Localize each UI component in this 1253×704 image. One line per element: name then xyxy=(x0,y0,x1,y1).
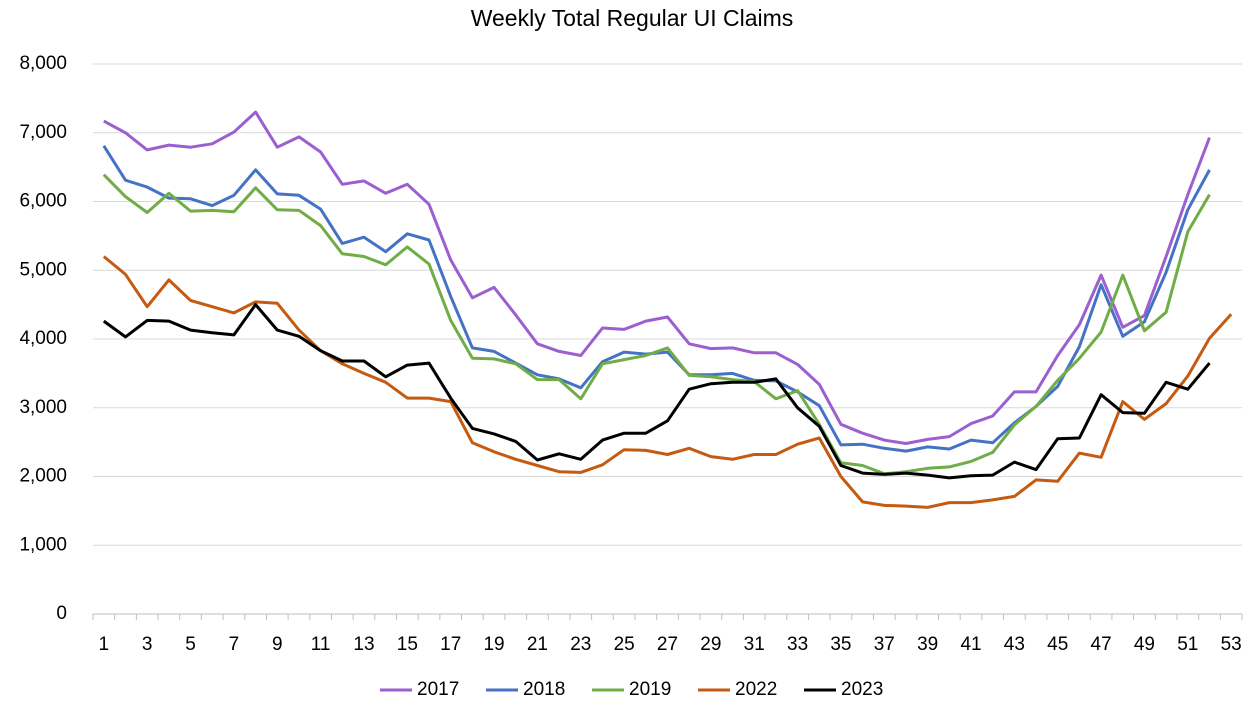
x-tick-label: 7 xyxy=(229,634,240,655)
y-tick-label: 6,000 xyxy=(19,191,67,212)
x-tick-label: 47 xyxy=(1091,634,1112,655)
x-tick-label: 1 xyxy=(99,634,110,655)
y-tick-label: 5,000 xyxy=(19,259,67,280)
x-tick-label: 43 xyxy=(1004,634,1025,655)
x-tick-label: 29 xyxy=(700,634,721,655)
chart-title: Weekly Total Regular UI Claims xyxy=(471,5,794,31)
y-tick-label: 4,000 xyxy=(19,328,67,349)
legend-label: 2017 xyxy=(417,679,459,700)
x-tick-label: 21 xyxy=(527,634,548,655)
x-tick-label: 15 xyxy=(397,634,418,655)
x-tick-label: 53 xyxy=(1221,634,1242,655)
series-line xyxy=(102,255,1233,509)
x-tick-label: 51 xyxy=(1177,634,1198,655)
x-tick-label: 25 xyxy=(614,634,635,655)
series-line xyxy=(102,303,1211,480)
x-tick-label: 19 xyxy=(483,634,504,655)
x-tick-label: 31 xyxy=(744,634,765,655)
x-tick-label: 37 xyxy=(874,634,895,655)
legend-label: 2018 xyxy=(523,679,565,700)
x-tick-label: 13 xyxy=(353,634,374,655)
y-tick-label: 3,000 xyxy=(19,397,67,418)
x-tick-label: 11 xyxy=(311,634,331,655)
x-tick-label: 3 xyxy=(142,634,153,655)
y-tick-label: 8,000 xyxy=(19,53,67,74)
legend-label: 2022 xyxy=(735,679,777,700)
y-tick-label: 7,000 xyxy=(19,122,67,143)
y-tick-label: 0 xyxy=(56,603,67,624)
x-tick-label: 33 xyxy=(787,634,808,655)
x-tick-label: 9 xyxy=(272,634,283,655)
x-tick-label: 23 xyxy=(570,634,591,655)
x-tick-label: 39 xyxy=(917,634,938,655)
series-line xyxy=(102,173,1211,476)
y-tick-label: 1,000 xyxy=(19,534,67,555)
y-tick-label: 2,000 xyxy=(19,466,67,487)
legend-label: 2023 xyxy=(841,679,883,700)
x-tick-label: 41 xyxy=(960,634,981,655)
series-line xyxy=(103,110,1211,445)
legend-label: 2019 xyxy=(629,679,671,700)
x-tick-label: 45 xyxy=(1047,634,1068,655)
series-line xyxy=(102,144,1211,453)
x-tick-label: 27 xyxy=(657,634,678,655)
x-tick-label: 17 xyxy=(440,634,461,655)
x-tick-label: 35 xyxy=(830,634,851,655)
x-tick-label: 49 xyxy=(1134,634,1155,655)
x-tick-label: 5 xyxy=(185,634,196,655)
